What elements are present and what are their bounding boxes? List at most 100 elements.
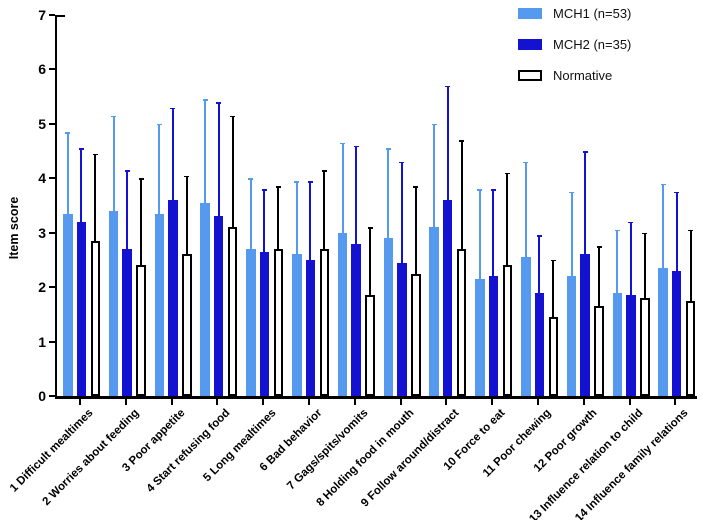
error-bar <box>446 85 449 201</box>
bar-mch1 <box>292 254 302 396</box>
x-tick <box>628 398 631 405</box>
error-bar-cap <box>660 183 666 186</box>
error-bar <box>584 151 587 255</box>
error-bar-cap <box>307 181 313 183</box>
error-bar-cap <box>642 232 648 235</box>
error-bar <box>341 142 344 233</box>
error-bar-cap <box>124 170 130 172</box>
y-axis-title: Item score <box>7 196 21 260</box>
legend-label: MCH1 (n=53) <box>553 5 632 21</box>
error-bar-cap <box>582 151 588 153</box>
y-axis <box>54 14 57 399</box>
error-bar <box>598 246 601 307</box>
error-bar-cap <box>65 132 71 134</box>
x-tick <box>79 398 81 405</box>
bar-mch1 <box>475 278 485 396</box>
error-bar-cap <box>216 102 222 104</box>
bar-normative <box>456 249 467 396</box>
error-bar <box>538 235 541 293</box>
error-bar <box>217 102 220 217</box>
error-bar-cap <box>596 246 602 248</box>
legend-label: MCH2 (n=35) <box>553 36 632 52</box>
bar-normative <box>548 317 558 396</box>
error-bar <box>355 145 358 244</box>
y-tick <box>48 286 55 289</box>
bar-mch1 <box>612 292 623 396</box>
bar-mch1 <box>337 232 348 396</box>
y-tick-label: 7 <box>38 6 46 23</box>
error-bar-cap <box>138 178 144 180</box>
error-bar-cap <box>477 189 483 191</box>
bar-mch1 <box>200 202 210 396</box>
y-tick <box>48 177 55 180</box>
error-bar <box>171 107 174 201</box>
bar-mch1 <box>429 227 439 396</box>
error-bar <box>140 178 143 266</box>
error-bar <box>66 132 69 214</box>
error-bar <box>295 181 298 255</box>
error-bar-cap <box>170 107 176 110</box>
bar-mch2 <box>534 292 544 396</box>
bar-mch1 <box>521 257 531 396</box>
bar-normative <box>411 273 421 396</box>
error-bar <box>112 115 115 211</box>
error-bar <box>643 232 646 299</box>
error-bar-cap <box>202 99 208 101</box>
x-tick <box>353 398 356 405</box>
error-bar-cap <box>340 142 346 145</box>
error-bar-cap <box>569 191 575 194</box>
y-tick-label: 5 <box>38 115 46 132</box>
bar-mch2 <box>488 276 499 396</box>
error-bar-cap <box>431 123 437 126</box>
error-bar <box>369 227 372 296</box>
error-bar-cap <box>688 229 694 232</box>
bar-normative <box>685 300 696 396</box>
error-bar <box>524 161 527 258</box>
error-bar <box>616 229 619 293</box>
bar-normative <box>640 298 650 396</box>
bar-mch2 <box>671 270 682 396</box>
error-bar <box>433 123 436 228</box>
error-bar <box>263 189 266 252</box>
y-tick <box>48 13 55 16</box>
x-tick <box>216 398 219 405</box>
error-bar-cap <box>490 189 496 191</box>
error-bar <box>231 115 234 228</box>
x-tick <box>308 398 310 405</box>
error-bar <box>309 181 312 260</box>
bar-mch1 <box>383 238 394 396</box>
bar-mch1 <box>108 210 119 396</box>
error-bar-cap <box>550 259 556 262</box>
error-bar <box>387 148 390 239</box>
error-bar-cap <box>261 189 267 191</box>
legend-swatch-icon <box>518 69 542 81</box>
bar-normative <box>273 249 284 396</box>
error-bar-cap <box>92 153 98 156</box>
bar-mch2 <box>122 249 132 396</box>
x-tick <box>445 398 448 405</box>
bar-mch1 <box>566 276 577 396</box>
bar-normative <box>502 265 513 396</box>
error-bar-cap <box>413 186 419 188</box>
y-tick-label: 2 <box>38 279 46 296</box>
error-bar <box>80 148 83 222</box>
error-bar <box>126 170 129 250</box>
error-bar-cap <box>230 115 236 118</box>
error-bar <box>158 123 161 214</box>
error-bar-cap <box>321 170 327 172</box>
bar-normative <box>227 227 238 396</box>
x-tick <box>491 398 494 405</box>
error-bar <box>506 172 509 266</box>
error-bar-cap <box>184 175 190 178</box>
bar-normative <box>90 240 100 396</box>
bar-normative <box>182 254 192 396</box>
error-bar-cap <box>614 229 620 232</box>
bar-mch2 <box>168 200 178 396</box>
bar-normative <box>594 306 604 396</box>
error-bar-cap <box>275 186 281 188</box>
error-bar <box>323 170 326 250</box>
error-bar-cap <box>399 161 405 164</box>
error-bar <box>552 259 555 318</box>
x-tick <box>124 398 127 405</box>
